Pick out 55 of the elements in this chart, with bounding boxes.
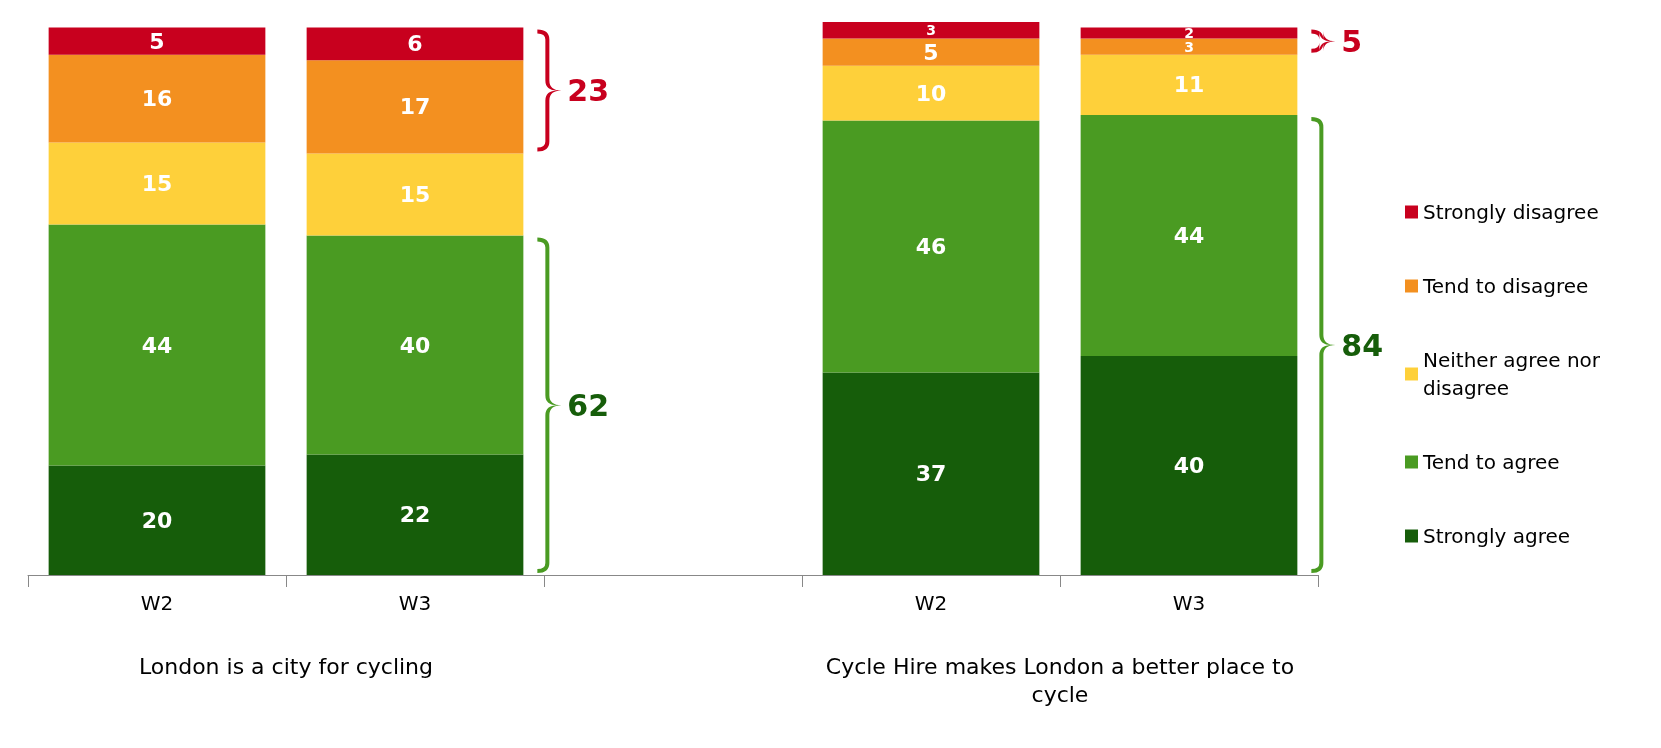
legend-label: Neither agree nor disagree	[1423, 348, 1607, 400]
bar	[822, 372, 1040, 575]
legend-label: Strongly disagree	[1423, 200, 1599, 224]
data-label: 17	[399, 94, 431, 120]
legend-label: Strongly agree	[1423, 524, 1571, 548]
bar	[822, 65, 1040, 121]
bar	[48, 54, 266, 143]
bar	[306, 235, 524, 455]
data-label: 2	[1184, 24, 1194, 41]
bar	[306, 153, 524, 236]
legend-label: Tend to agree	[1422, 450, 1560, 474]
data-label: 44	[141, 332, 173, 358]
annotation: 62	[567, 387, 610, 423]
bar	[1080, 355, 1298, 575]
bar	[48, 224, 266, 466]
data-label: 11	[1173, 72, 1205, 98]
data-label: 22	[399, 502, 431, 528]
bar	[1080, 54, 1298, 116]
bar	[306, 60, 524, 154]
data-label: 16	[141, 86, 173, 112]
bar	[48, 142, 266, 225]
x-tick-label: W2	[140, 591, 174, 615]
data-label: 15	[141, 171, 173, 197]
data-label: 3	[1184, 38, 1194, 55]
data-label: 44	[1173, 223, 1205, 249]
bar	[822, 120, 1040, 373]
data-label: 10	[915, 80, 947, 106]
legend-label: Tend to disagree	[1422, 274, 1589, 298]
text: London is a city for cycling	[137, 653, 435, 681]
bar	[306, 27, 524, 61]
bar	[822, 22, 1040, 39]
annotation: 23	[567, 72, 610, 108]
data-label: 6	[407, 31, 423, 57]
bar	[306, 454, 524, 575]
data-label: 37	[915, 461, 947, 487]
bar	[1080, 38, 1298, 55]
data-label: 40	[399, 332, 431, 358]
x-tick-label: W3	[1172, 591, 1206, 615]
bar	[1080, 27, 1298, 39]
data-label: 5	[149, 28, 165, 54]
bar	[48, 27, 266, 55]
data-label: 40	[1173, 452, 1205, 478]
data-label: 5	[923, 39, 939, 65]
text: 84	[1341, 327, 1384, 363]
x-tick-label: W2	[914, 591, 948, 615]
bar	[48, 465, 266, 575]
data-label: 15	[399, 181, 431, 207]
text: 5	[1341, 23, 1363, 59]
data-label: 20	[141, 507, 173, 533]
text: Cycle Hire makes London a better place to cycle	[824, 653, 1296, 709]
bar	[1080, 115, 1298, 356]
bar	[822, 38, 1040, 66]
x-tick-label: W3	[398, 591, 432, 615]
data-label: 3	[926, 22, 936, 39]
data-label: 46	[915, 233, 947, 259]
